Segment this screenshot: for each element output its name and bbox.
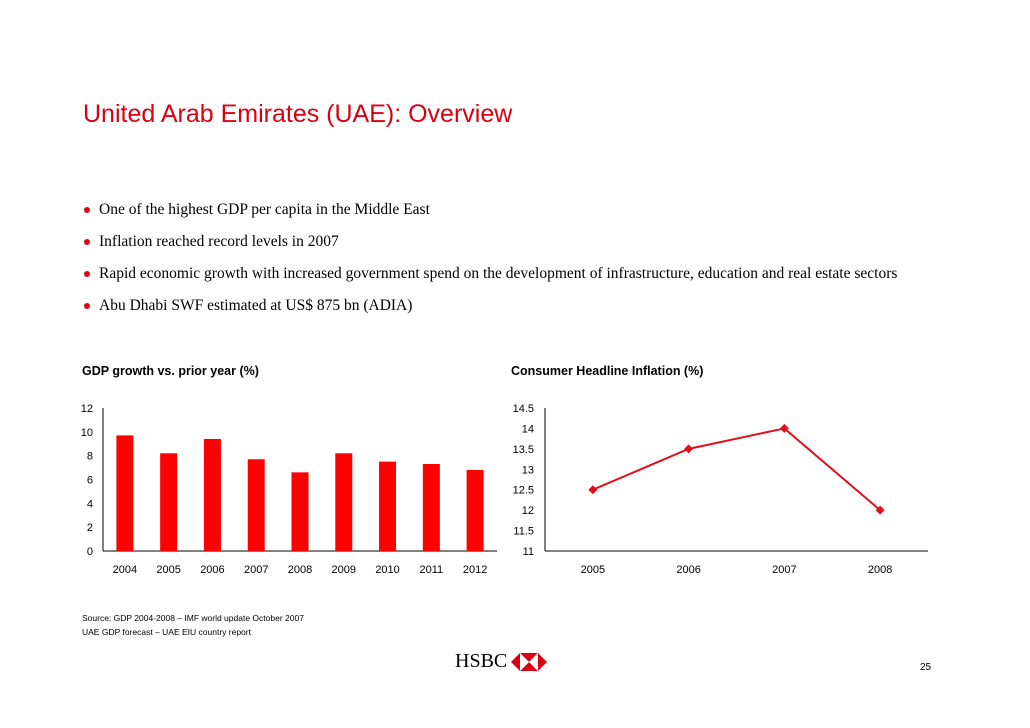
y-tick-label: 0 <box>87 546 93 558</box>
y-tick-label: 4 <box>87 498 93 510</box>
inflation-point-marker <box>588 485 598 495</box>
y-tick-label: 12 <box>522 505 534 517</box>
y-tick-label: 12 <box>81 403 93 415</box>
y-tick-label: 10 <box>81 427 93 439</box>
slide-title: United Arab Emirates (UAE): Overview <box>83 100 513 128</box>
page-number: 25 <box>920 662 932 673</box>
gdp-bar <box>291 472 309 551</box>
inflation-line <box>592 427 881 511</box>
y-tick-label: 2 <box>87 522 93 534</box>
gdp-bar <box>335 453 353 551</box>
x-tick-label: 2009 <box>332 564 356 576</box>
y-tick-label: 11 <box>523 546 534 558</box>
bullet-item: Abu Dhabi SWF estimated at US$ 875 bn (A… <box>84 296 904 316</box>
logo-text: HSBC <box>455 650 508 672</box>
x-tick-label: 2010 <box>375 564 399 576</box>
gdp-bar <box>379 461 397 551</box>
y-tick-label: 12.5 <box>513 485 534 497</box>
bullet-list: One of the highest GDP per capita in the… <box>84 200 904 328</box>
inflation-point-marker <box>779 423 789 433</box>
hsbc-logo: HSBC <box>455 650 548 673</box>
x-tick-label: 2006 <box>676 564 700 576</box>
x-tick-label: 2011 <box>420 564 444 576</box>
source-line: Source: GDP 2004-2008 – IMF world update… <box>82 613 304 623</box>
y-tick-label: 13.5 <box>513 444 534 456</box>
inflation-point-marker <box>875 505 885 515</box>
y-tick-label: 13 <box>522 464 534 476</box>
x-tick-label: 2008 <box>288 564 312 576</box>
y-tick-label: 8 <box>87 451 93 463</box>
x-tick-label: 2007 <box>772 564 796 576</box>
x-tick-label: 2005 <box>156 564 180 576</box>
x-tick-label: 2008 <box>868 564 892 576</box>
gdp-bar <box>160 453 178 551</box>
x-tick-label: 2012 <box>463 564 487 576</box>
inflation-chart-title: Consumer Headline Inflation (%) <box>511 364 704 378</box>
source-note: Source: GDP 2004-2008 – IMF world update… <box>82 611 304 639</box>
y-tick-label: 14 <box>522 423 534 435</box>
bullet-item: Inflation reached record levels in 2007 <box>84 232 904 252</box>
x-tick-label: 2005 <box>581 564 605 576</box>
x-tick-label: 2007 <box>244 564 268 576</box>
bullet-item: One of the highest GDP per capita in the… <box>84 200 904 220</box>
y-tick-label: 6 <box>87 475 93 487</box>
source-line: UAE GDP forecast – UAE EIU country repor… <box>82 627 251 637</box>
gdp-bar <box>247 459 265 551</box>
gdp-bar <box>422 464 440 551</box>
gdp-bar <box>203 438 221 551</box>
inflation-point-marker <box>684 444 694 454</box>
x-tick-label: 2006 <box>200 564 224 576</box>
gdp-bar <box>466 469 484 551</box>
y-tick-label: 11.5 <box>513 526 534 538</box>
hexagon-logo-icon <box>511 652 548 671</box>
gdp-bar <box>116 435 134 551</box>
bullet-item: Rapid economic growth with increased gov… <box>84 264 904 284</box>
y-tick-label: 14.5 <box>513 403 534 415</box>
gdp-chart-title: GDP growth vs. prior year (%) <box>82 364 259 378</box>
x-tick-label: 2004 <box>113 564 137 576</box>
